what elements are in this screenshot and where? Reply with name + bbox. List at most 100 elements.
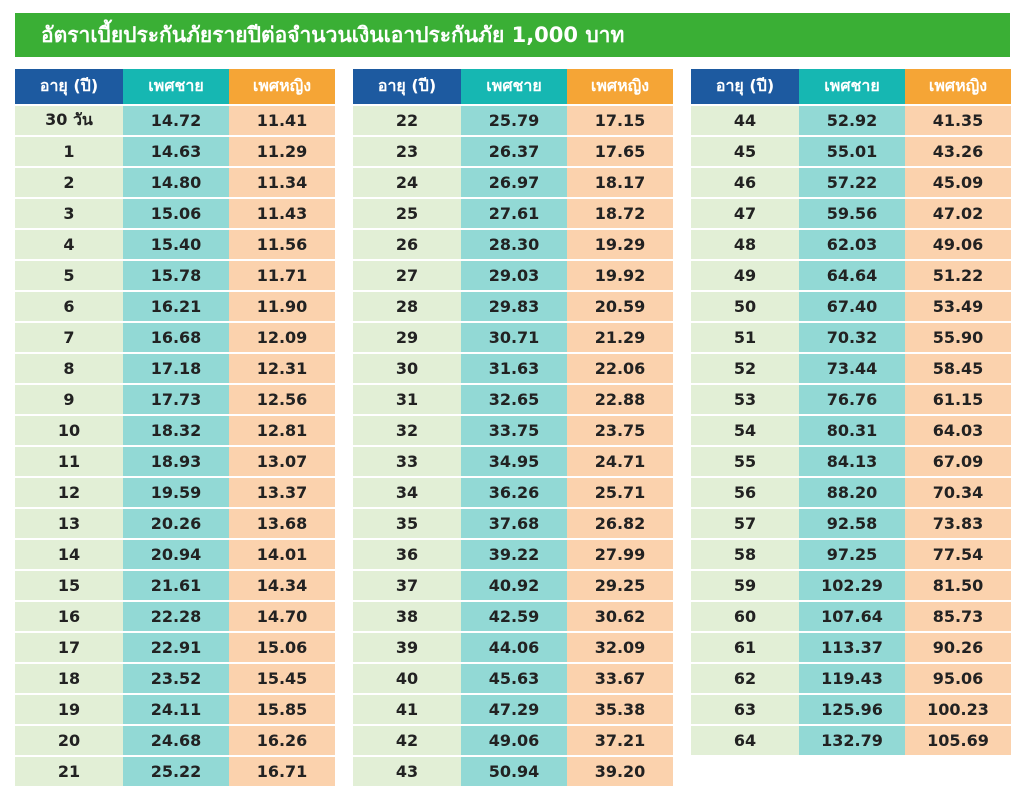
- age-cell: 27: [353, 261, 461, 290]
- table-row: 15 21.61 14.34: [15, 571, 335, 600]
- female-rate-cell: 17.15: [567, 106, 673, 135]
- table-row: 43 50.94 39.20: [353, 757, 673, 786]
- male-rate-cell: 22.91: [123, 633, 229, 662]
- age-cell: 62: [691, 664, 799, 693]
- age-cell: 56: [691, 478, 799, 507]
- female-rate-cell: 17.65: [567, 137, 673, 166]
- table-row: 21 25.22 16.71: [15, 757, 335, 786]
- female-rate-cell: 39.20: [567, 757, 673, 786]
- age-cell: 40: [353, 664, 461, 693]
- age-cell: 35: [353, 509, 461, 538]
- female-rate-cell: 12.56: [229, 385, 335, 414]
- age-cell: 3: [15, 199, 123, 228]
- age-cell: 61: [691, 633, 799, 662]
- female-rate-cell: 13.07: [229, 447, 335, 476]
- female-rate-cell: 45.09: [905, 168, 1011, 197]
- female-rate-cell: 90.26: [905, 633, 1011, 662]
- table-row: 18 23.52 15.45: [15, 664, 335, 693]
- age-cell: 36: [353, 540, 461, 569]
- female-rate-cell: 33.67: [567, 664, 673, 693]
- age-cell: 12: [15, 478, 123, 507]
- table-row: 58 97.25 77.54: [691, 540, 1011, 569]
- age-cell: 34: [353, 478, 461, 507]
- age-cell: 42: [353, 726, 461, 755]
- table-row: 20 24.68 16.26: [15, 726, 335, 755]
- table-row: 6 16.21 11.90: [15, 292, 335, 321]
- male-rate-cell: 76.76: [799, 385, 905, 414]
- male-rate-cell: 45.63: [461, 664, 567, 693]
- female-rate-cell: 16.26: [229, 726, 335, 755]
- table-row: 14 20.94 14.01: [15, 540, 335, 569]
- table-row: 36 39.22 27.99: [353, 540, 673, 569]
- age-cell: 41: [353, 695, 461, 724]
- male-rate-cell: 73.44: [799, 354, 905, 383]
- male-rate-cell: 17.18: [123, 354, 229, 383]
- male-rate-cell: 55.01: [799, 137, 905, 166]
- age-cell: 2: [15, 168, 123, 197]
- male-rate-cell: 24.68: [123, 726, 229, 755]
- age-cell: 16: [15, 602, 123, 631]
- female-rate-cell: 13.37: [229, 478, 335, 507]
- table-row: 5 15.78 11.71: [15, 261, 335, 290]
- female-rate-cell: 14.34: [229, 571, 335, 600]
- female-rate-cell: 11.90: [229, 292, 335, 321]
- age-cell: 1: [15, 137, 123, 166]
- table-row: 26 28.30 19.29: [353, 230, 673, 259]
- male-rate-cell: 22.28: [123, 602, 229, 631]
- age-cell: 8: [15, 354, 123, 383]
- age-cell: 7: [15, 323, 123, 352]
- table-row: 12 19.59 13.37: [15, 478, 335, 507]
- age-cell: 37: [353, 571, 461, 600]
- female-rate-cell: 27.99: [567, 540, 673, 569]
- table-row: 59 102.29 81.50: [691, 571, 1011, 600]
- age-cell: 39: [353, 633, 461, 662]
- age-cell: 14: [15, 540, 123, 569]
- male-rate-cell: 29.03: [461, 261, 567, 290]
- age-cell: 23: [353, 137, 461, 166]
- female-rate-cell: 58.45: [905, 354, 1011, 383]
- age-cell: 32: [353, 416, 461, 445]
- male-rate-cell: 80.31: [799, 416, 905, 445]
- female-rate-cell: 51.22: [905, 261, 1011, 290]
- female-rate-cell: 77.54: [905, 540, 1011, 569]
- male-rate-cell: 14.63: [123, 137, 229, 166]
- female-rate-cell: 81.50: [905, 571, 1011, 600]
- table-row: 31 32.65 22.88: [353, 385, 673, 414]
- female-rate-cell: 24.71: [567, 447, 673, 476]
- male-rate-cell: 49.06: [461, 726, 567, 755]
- female-rate-cell: 47.02: [905, 199, 1011, 228]
- male-rate-cell: 50.94: [461, 757, 567, 786]
- female-rate-cell: 11.43: [229, 199, 335, 228]
- table-row: 41 47.29 35.38: [353, 695, 673, 724]
- male-rate-cell: 102.29: [799, 571, 905, 600]
- table-row: 53 76.76 61.15: [691, 385, 1011, 414]
- age-cell: 5: [15, 261, 123, 290]
- female-rate-cell: 23.75: [567, 416, 673, 445]
- table-row: 45 55.01 43.26: [691, 137, 1011, 166]
- age-cell: 20: [15, 726, 123, 755]
- age-cell: 44: [691, 106, 799, 135]
- female-rate-cell: 22.88: [567, 385, 673, 414]
- table-row: 40 45.63 33.67: [353, 664, 673, 693]
- table-row: 64 132.79 105.69: [691, 726, 1011, 755]
- table-row: 28 29.83 20.59: [353, 292, 673, 321]
- table-row: 17 22.91 15.06: [15, 633, 335, 662]
- female-rate-cell: 11.34: [229, 168, 335, 197]
- table-header: อายุ (ปี) เพศชาย เพศหญิง: [15, 69, 335, 104]
- page-title: อัตราเบี้ยประกันภัยรายปีต่อจำนวนเงินเอาป…: [15, 13, 1010, 57]
- age-cell: 10: [15, 416, 123, 445]
- female-rate-cell: 20.59: [567, 292, 673, 321]
- female-rate-cell: 95.06: [905, 664, 1011, 693]
- table-row: 56 88.20 70.34: [691, 478, 1011, 507]
- age-cell: 52: [691, 354, 799, 383]
- table-row: 23 26.37 17.65: [353, 137, 673, 166]
- table-row: 38 42.59 30.62: [353, 602, 673, 631]
- male-rate-cell: 19.59: [123, 478, 229, 507]
- female-rate-cell: 12.31: [229, 354, 335, 383]
- female-rate-cell: 55.90: [905, 323, 1011, 352]
- table-row: 2 14.80 11.34: [15, 168, 335, 197]
- table-row: 61 113.37 90.26: [691, 633, 1011, 662]
- age-cell: 50: [691, 292, 799, 321]
- male-rate-cell: 62.03: [799, 230, 905, 259]
- male-rate-cell: 18.93: [123, 447, 229, 476]
